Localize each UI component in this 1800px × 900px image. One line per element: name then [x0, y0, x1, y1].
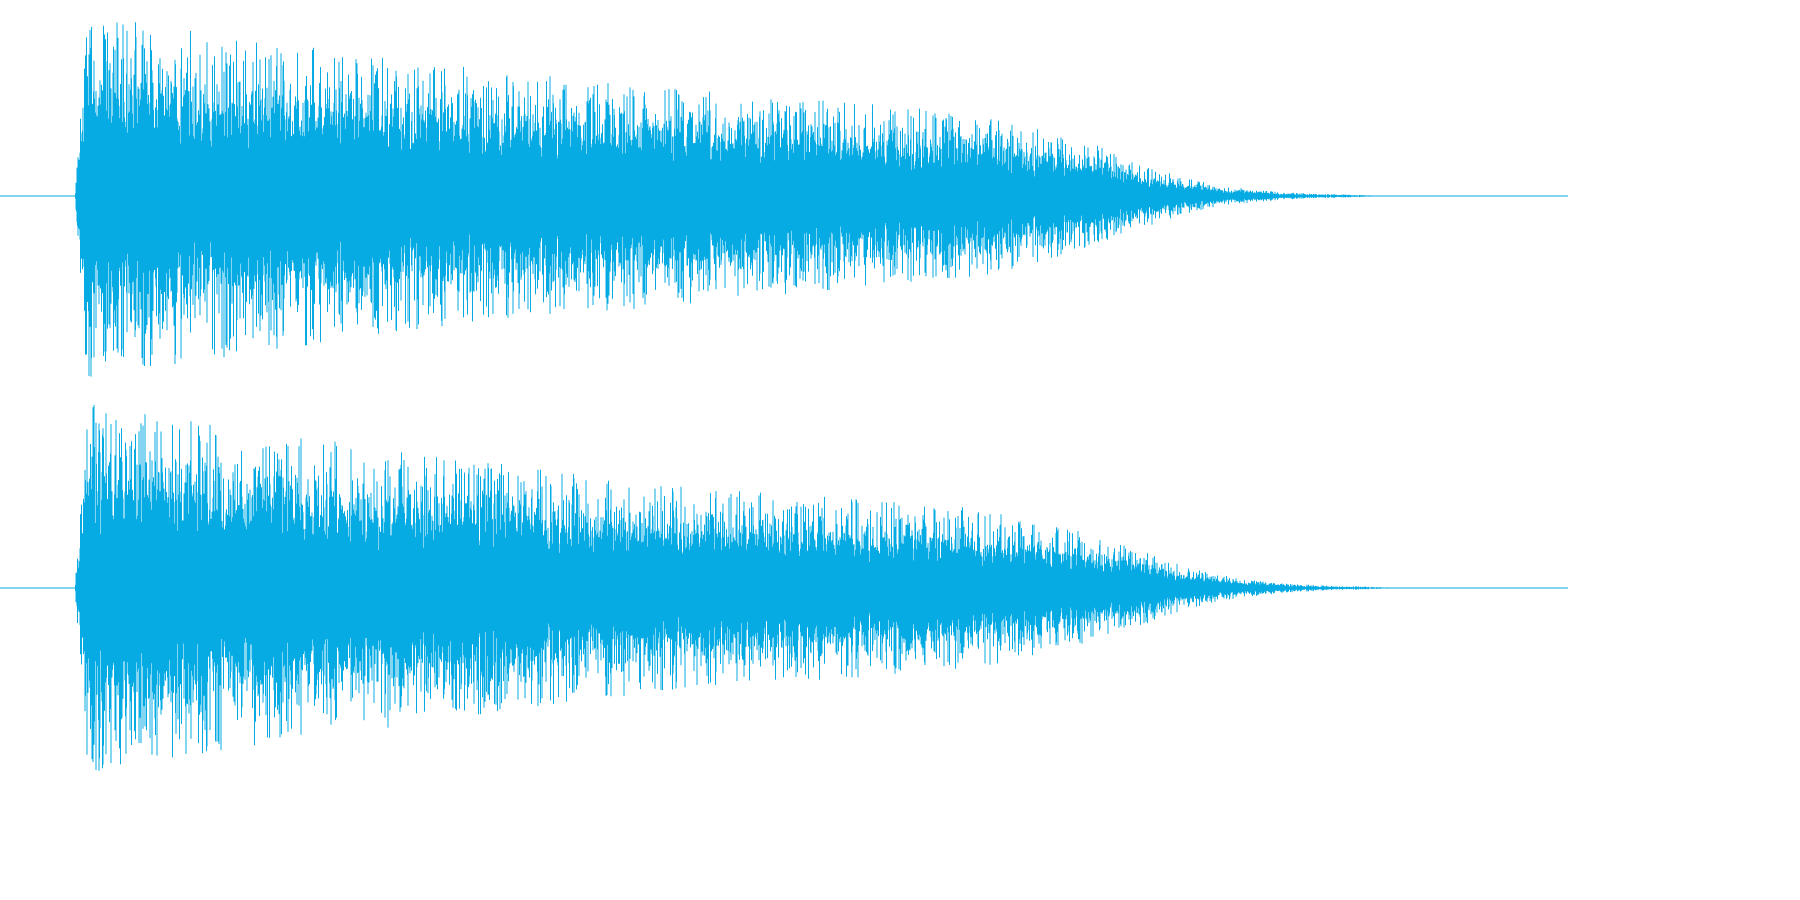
channel-2-waveform [75, 404, 1394, 771]
waveform-svg [0, 22, 1568, 771]
waveform-channel-1 [0, 22, 1568, 377]
channel-1-waveform [75, 22, 1379, 377]
waveform-view [0, 22, 1568, 771]
waveform-channel-2 [0, 404, 1568, 771]
